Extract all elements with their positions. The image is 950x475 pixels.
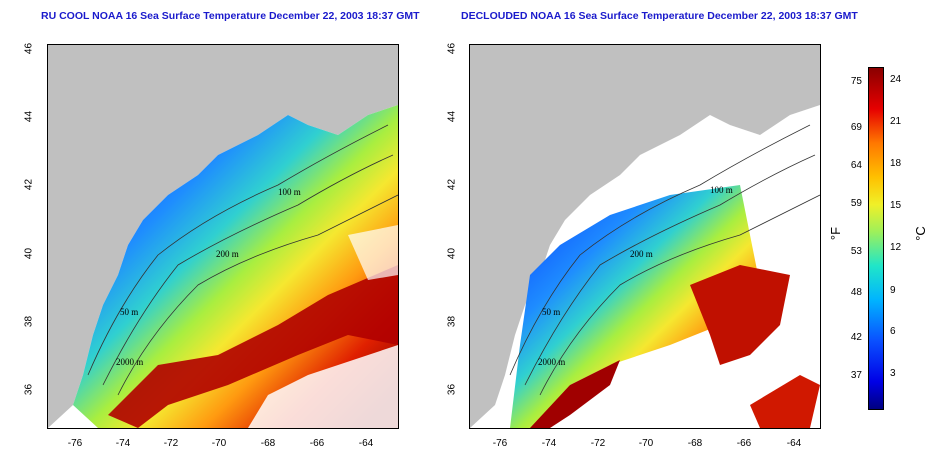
right-sst-svg: 200 m 100 m 2000 m 50 m: [470, 45, 820, 428]
gulf-stream-core: [530, 360, 620, 428]
y-tick: 44: [23, 110, 35, 123]
colorbar-c-tick: 21: [890, 116, 902, 127]
colorbar-f-tick: 59: [850, 198, 862, 209]
left-sst-svg: 200 m 100 m 2000 m 50 m: [48, 45, 398, 428]
y-tick: 42: [446, 178, 458, 191]
colorbar-f-tick: 42: [850, 332, 862, 343]
right-sst-map: 200 m 100 m 2000 m 50 m: [469, 44, 821, 429]
colorbar-f-tick: 53: [850, 246, 862, 257]
sst-field: [510, 185, 760, 428]
y-tick: 36: [446, 383, 458, 396]
x-tick: -68: [687, 438, 703, 449]
colorbar-f-tick: 48: [850, 287, 862, 298]
warm-patch: [750, 375, 820, 428]
contour-label-50: 50 m: [542, 307, 560, 317]
contour-label-200: 200 m: [630, 249, 653, 259]
y-tick: 46: [23, 42, 35, 55]
y-tick: 44: [446, 110, 458, 123]
x-tick: -76: [492, 438, 508, 449]
temperature-colorbar: [868, 67, 884, 410]
y-tick: 40: [23, 247, 35, 260]
contour-label-100: 100 m: [710, 185, 733, 195]
y-tick: 38: [23, 315, 35, 328]
colorbar-c-tick: 9: [890, 285, 896, 296]
colorbar-unit-f: °F: [828, 226, 844, 241]
contour-label-200: 200 m: [216, 249, 239, 259]
land-mass: [48, 45, 398, 428]
colorbar-c-tick: 15: [890, 200, 902, 211]
warm-eddy: [690, 265, 790, 365]
y-tick: 42: [23, 178, 35, 191]
right-map-title: DECLOUDED NOAA 16 Sea Surface Temperatur…: [461, 10, 858, 22]
x-tick: -66: [309, 438, 325, 449]
colorbar-c-tick: 18: [890, 158, 902, 169]
colorbar-f-tick: 75: [850, 76, 862, 87]
contour-label-2000: 2000 m: [116, 357, 143, 367]
x-tick: -74: [115, 438, 131, 449]
x-tick: -70: [211, 438, 227, 449]
left-sst-map: 200 m 100 m 2000 m 50 m: [47, 44, 399, 429]
y-tick: 40: [446, 247, 458, 260]
cloud-area: [348, 225, 398, 280]
colorbar-c-tick: 12: [890, 242, 902, 253]
colorbar-f-tick: 37: [850, 370, 862, 381]
x-tick: -66: [736, 438, 752, 449]
colorbar-f-tick: 64: [850, 160, 862, 171]
contour-label-50: 50 m: [120, 307, 138, 317]
left-map-title: RU COOL NOAA 16 Sea Surface Temperature …: [41, 10, 420, 22]
x-tick: -68: [260, 438, 276, 449]
y-tick: 36: [23, 383, 35, 396]
x-tick: -72: [163, 438, 179, 449]
cloud-area: [248, 345, 398, 428]
x-tick: -76: [67, 438, 83, 449]
x-tick: -74: [541, 438, 557, 449]
contour-label-100: 100 m: [278, 187, 301, 197]
y-tick: 38: [446, 315, 458, 328]
land-mass: [470, 45, 820, 428]
y-tick: 46: [446, 42, 458, 55]
colorbar-unit-c: °C: [912, 226, 928, 241]
x-tick: -64: [358, 438, 374, 449]
x-tick: -72: [590, 438, 606, 449]
contour-label-2000: 2000 m: [538, 357, 565, 367]
gulf-stream-core: [108, 265, 398, 428]
x-tick: -70: [638, 438, 654, 449]
colorbar-c-tick: 24: [890, 74, 902, 85]
colorbar-f-tick: 69: [850, 122, 862, 133]
colorbar-c-tick: 6: [890, 326, 896, 337]
x-tick: -64: [786, 438, 802, 449]
colorbar-c-tick: 3: [890, 368, 896, 379]
